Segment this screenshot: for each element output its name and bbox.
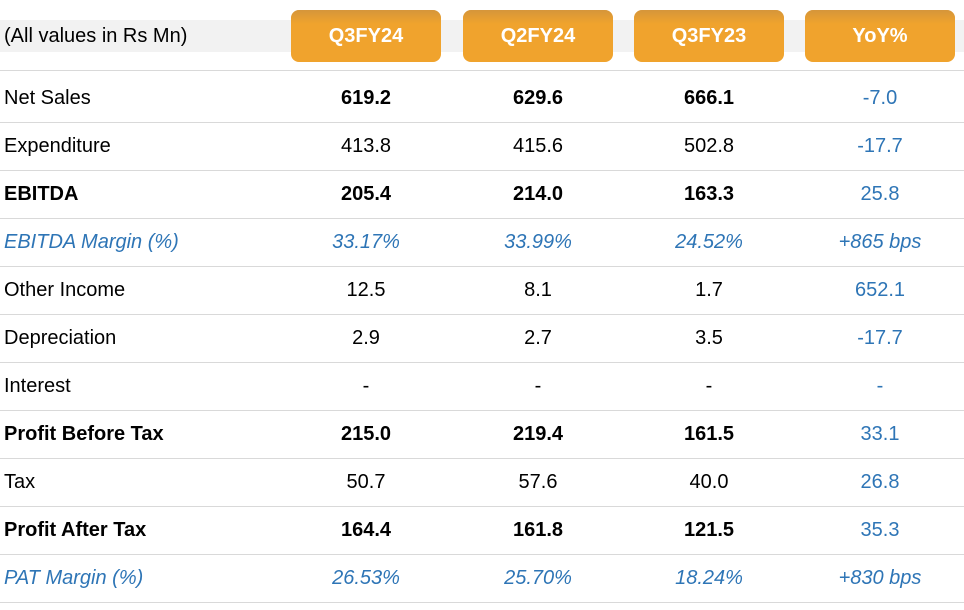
table-row-expenditure: Expenditure 413.8 415.6 502.8 -17.7 (0, 122, 964, 171)
cell-q3fy24: - (362, 375, 370, 397)
row-label: Profit Before Tax (4, 423, 164, 445)
cell-yoy: -17.7 (857, 135, 903, 157)
cell-q3fy23: 666.1 (683, 87, 735, 109)
cell-q3fy24: 205.4 (340, 183, 392, 205)
row-label: EBITDA (4, 183, 79, 205)
cell-q3fy23: 163.3 (683, 183, 735, 205)
column-header-q3fy24: Q3FY24 (291, 10, 441, 62)
cell-q3fy23: - (705, 375, 713, 397)
cell-q3fy23: 40.0 (689, 471, 729, 493)
units-label: (All values in Rs Mn) (4, 25, 188, 47)
table-row-profit-after-tax: Profit After Tax 164.4 161.8 121.5 35.3 (0, 506, 964, 555)
cell-q3fy24: 619.2 (340, 87, 392, 109)
row-label: EBITDA Margin (%) (4, 231, 179, 253)
cell-yoy: 652.1 (854, 279, 906, 301)
cell-q3fy23: 18.24% (675, 567, 743, 589)
row-label: Other Income (4, 279, 126, 301)
row-label: Depreciation (4, 327, 117, 349)
cell-yoy: 26.8 (860, 471, 900, 493)
column-header-label: YoY% (852, 24, 908, 47)
cell-q3fy24: 33.17% (332, 231, 400, 253)
cell-q2fy24: - (534, 375, 542, 397)
column-header-yoy: YoY% (805, 10, 955, 62)
cell-q3fy24: 12.5 (346, 279, 386, 301)
cell-q2fy24: 629.6 (512, 87, 564, 109)
table-row-ebitda-margin: EBITDA Margin (%) 33.17% 33.99% 24.52% +… (0, 218, 964, 267)
cell-q2fy24: 2.7 (524, 327, 552, 349)
table-row-pat-margin: PAT Margin (%) 26.53% 25.70% 18.24% +830… (0, 554, 964, 603)
table-row-interest: Interest - - - - (0, 362, 964, 411)
cell-q2fy24: 415.6 (512, 135, 564, 157)
cell-q2fy24: 25.70% (504, 567, 572, 589)
row-label: Net Sales (4, 87, 91, 109)
cell-q3fy23: 502.8 (683, 135, 735, 157)
table-row-tax: Tax 50.7 57.6 40.0 26.8 (0, 458, 964, 507)
cell-q3fy23: 3.5 (695, 327, 723, 349)
cell-q3fy24: 2.9 (352, 327, 380, 349)
cell-q3fy24: 215.0 (340, 423, 392, 445)
table-row-net-sales: Net Sales 619.2 629.6 666.1 -7.0 (0, 74, 964, 123)
table-header: (All values in Rs Mn) Q3FY24 Q2FY24 Q3FY… (0, 0, 964, 62)
row-label: Interest (4, 375, 71, 397)
cell-q3fy24: 50.7 (346, 471, 386, 493)
row-label: PAT Margin (%) (4, 567, 144, 589)
header-divider (0, 70, 964, 71)
table-row-other-income: Other Income 12.5 8.1 1.7 652.1 (0, 266, 964, 315)
column-header-label: Q3FY24 (328, 24, 404, 47)
table-row-profit-before-tax: Profit Before Tax 215.0 219.4 161.5 33.1 (0, 410, 964, 459)
cell-q2fy24: 214.0 (512, 183, 564, 205)
cell-q3fy24: 413.8 (340, 135, 392, 157)
cell-yoy: 35.3 (860, 519, 900, 541)
table-row-ebitda: EBITDA 205.4 214.0 163.3 25.8 (0, 170, 964, 219)
cell-yoy: 33.1 (860, 423, 900, 445)
cell-q3fy23: 1.7 (695, 279, 723, 301)
table-row-depreciation: Depreciation 2.9 2.7 3.5 -17.7 (0, 314, 964, 363)
cell-q3fy23: 121.5 (683, 519, 735, 541)
row-label: Expenditure (4, 135, 111, 157)
cell-yoy: +865 bps (838, 231, 922, 253)
column-header-label: Q2FY24 (500, 24, 576, 47)
cell-q2fy24: 8.1 (524, 279, 552, 301)
cell-q3fy23: 24.52% (675, 231, 743, 253)
column-header-label: Q3FY23 (671, 24, 747, 47)
cell-q2fy24: 33.99% (504, 231, 572, 253)
cell-yoy: +830 bps (838, 567, 922, 589)
column-header-q3fy23: Q3FY23 (634, 10, 784, 62)
cell-yoy: -7.0 (862, 87, 898, 109)
cell-q3fy23: 161.5 (683, 423, 735, 445)
cell-yoy: - (876, 375, 884, 397)
row-label: Profit After Tax (4, 519, 147, 541)
cell-yoy: -17.7 (857, 327, 903, 349)
cell-yoy: 25.8 (860, 183, 900, 205)
column-header-q2fy24: Q2FY24 (463, 10, 613, 62)
row-label: Tax (4, 471, 36, 493)
cell-q3fy24: 26.53% (332, 567, 400, 589)
cell-q3fy24: 164.4 (340, 519, 392, 541)
cell-q2fy24: 219.4 (512, 423, 564, 445)
cell-q2fy24: 161.8 (512, 519, 564, 541)
cell-q2fy24: 57.6 (518, 471, 558, 493)
